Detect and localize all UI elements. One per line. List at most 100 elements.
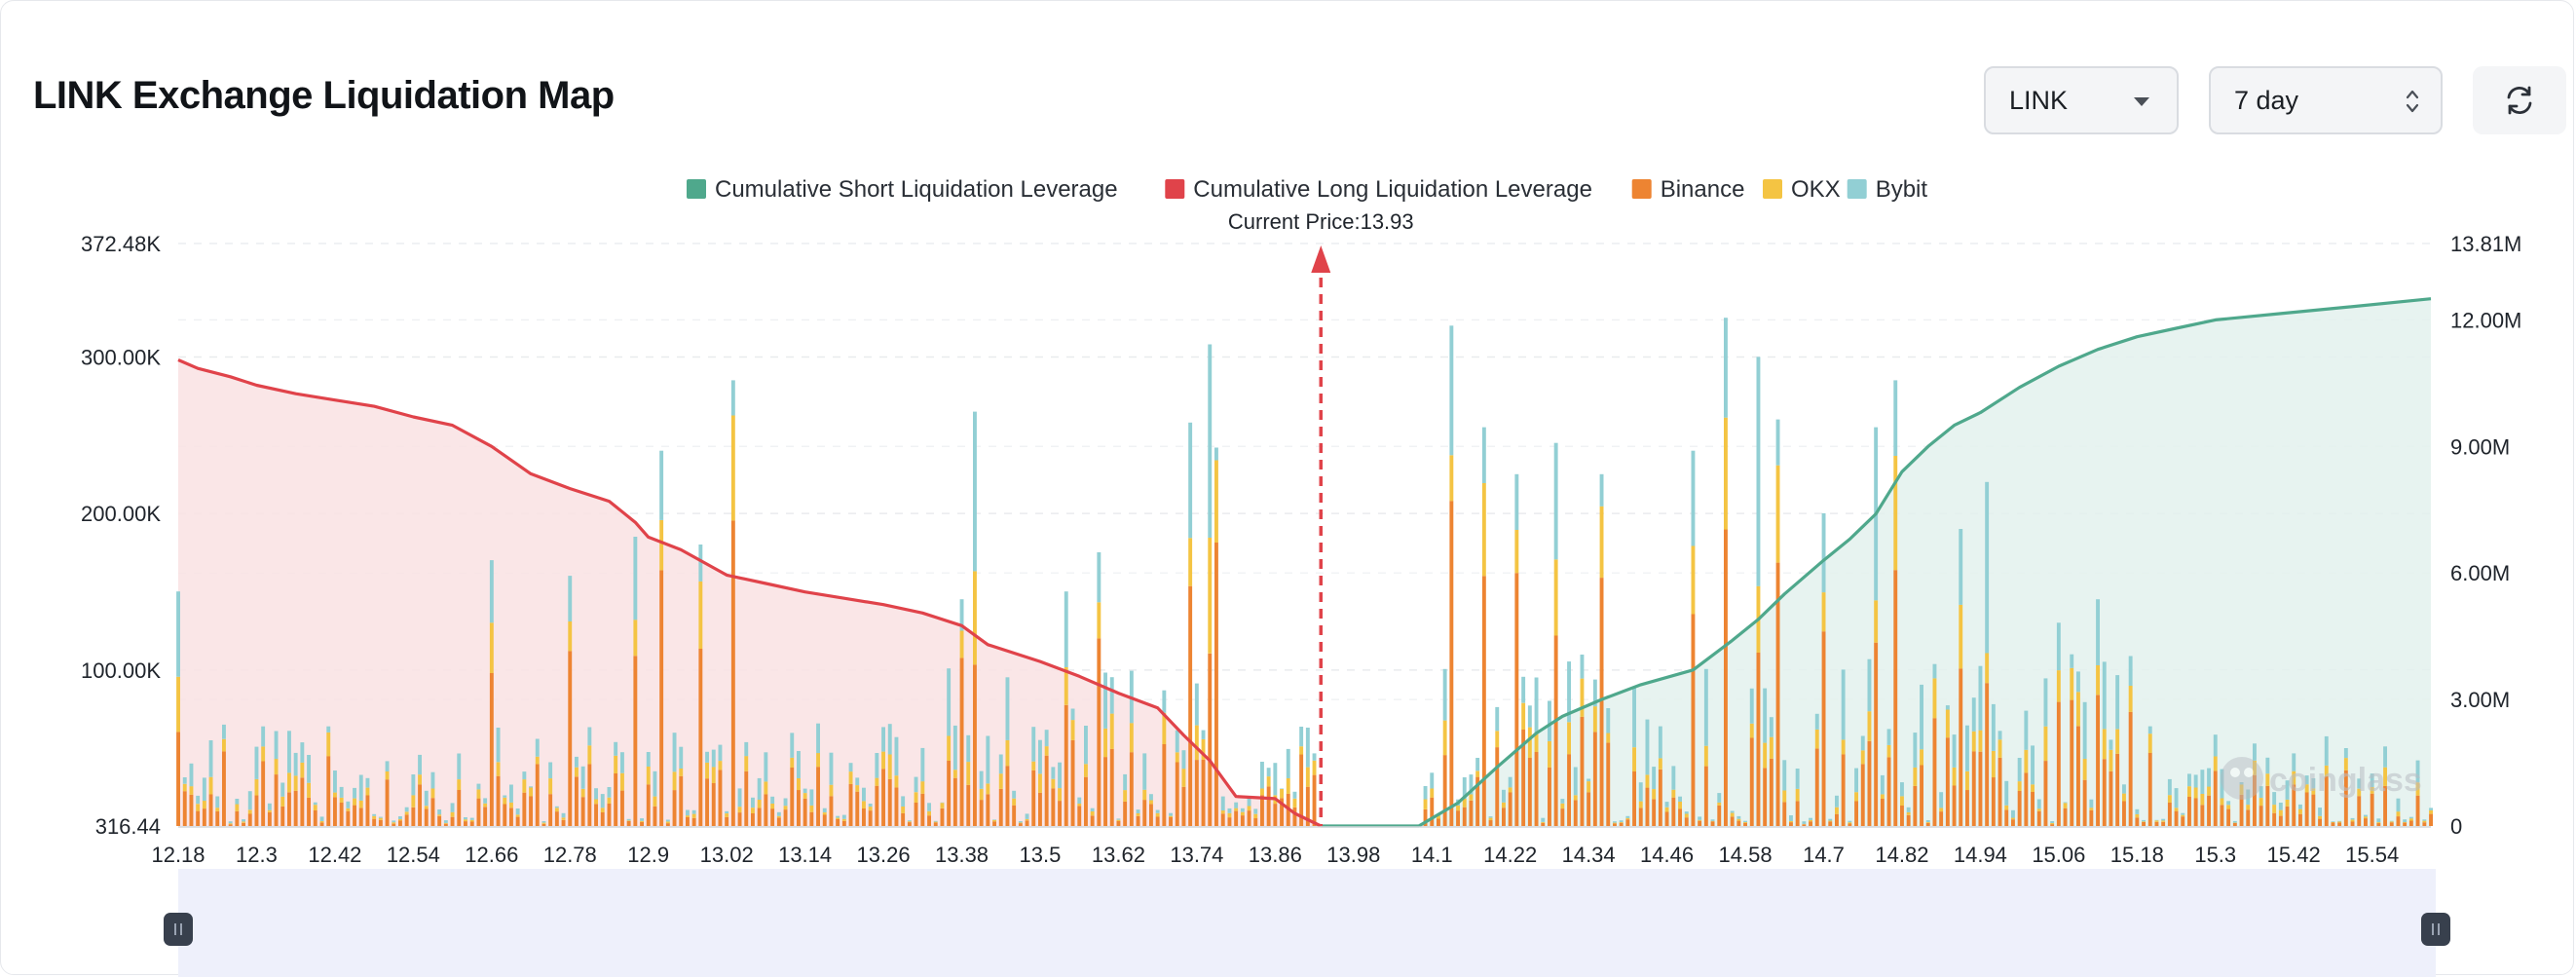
- bar-okx: [947, 735, 952, 761]
- bar-okx: [522, 779, 527, 793]
- bar-okx: [430, 788, 435, 799]
- bar-okx: [2036, 808, 2041, 811]
- legend-item[interactable]: Cumulative Short Liquidation Leverage: [687, 176, 1118, 203]
- zoom-handle-right[interactable]: [2421, 913, 2450, 946]
- bar-okx: [443, 822, 448, 824]
- bar-binance: [541, 823, 546, 826]
- x-tick-label: 12.3: [236, 843, 278, 867]
- bar-binance: [2154, 821, 2159, 826]
- bar-okx: [261, 746, 266, 762]
- bar-binance: [992, 821, 996, 826]
- bar-bybit: [1188, 422, 1193, 539]
- bar-binance: [228, 824, 233, 826]
- bar-binance: [202, 808, 206, 826]
- bar-okx: [822, 812, 827, 815]
- bar-bybit: [705, 751, 709, 763]
- bar-okx: [353, 798, 356, 806]
- zoom-handle-left[interactable]: [164, 913, 193, 946]
- bar-okx: [920, 781, 925, 794]
- bar-okx: [1534, 733, 1539, 752]
- coin-select[interactable]: LINK: [1984, 66, 2179, 134]
- bar-bybit: [1521, 676, 1526, 703]
- range-select[interactable]: 7 day: [2209, 66, 2443, 134]
- bar-binance: [757, 808, 762, 826]
- bar-bybit: [1906, 807, 1911, 812]
- bar-okx: [2383, 767, 2387, 786]
- bar-binance: [751, 812, 755, 826]
- bar-okx: [626, 820, 631, 821]
- bar-bybit: [346, 801, 351, 808]
- bar-binance: [2142, 822, 2146, 826]
- bar-bybit: [424, 790, 429, 807]
- bar-okx: [1064, 666, 1068, 705]
- bar-binance: [679, 775, 684, 826]
- bar-okx: [744, 756, 749, 771]
- x-tick-label: 13.5: [1020, 843, 1062, 867]
- bar-bybit: [235, 799, 240, 805]
- bar-binance: [1710, 821, 1715, 826]
- bar-bybit: [2422, 819, 2427, 821]
- legend-item[interactable]: Bybit: [1847, 176, 1928, 203]
- bar-binance: [1906, 814, 1911, 826]
- bar-okx: [307, 782, 311, 798]
- bar-binance: [242, 822, 245, 826]
- long-cumulative-area: [178, 359, 1322, 826]
- bar-binance: [686, 817, 690, 826]
- bar-okx: [215, 808, 220, 811]
- legend-item[interactable]: OKX: [1763, 176, 1841, 203]
- bar-bybit: [1625, 815, 1630, 818]
- bar-binance: [1619, 822, 1624, 826]
- bar-binance: [267, 811, 272, 826]
- bar-okx: [776, 815, 781, 818]
- bar-okx: [679, 768, 684, 776]
- bar-bybit: [881, 727, 885, 752]
- bar-binance: [1867, 740, 1872, 826]
- bar-okx: [1214, 460, 1218, 543]
- bar-bybit: [196, 795, 201, 805]
- bar-okx: [1090, 811, 1095, 816]
- bar-okx: [333, 792, 337, 798]
- bar-binance: [1475, 776, 1480, 826]
- bar-bybit: [2253, 743, 2257, 761]
- bar-okx: [437, 814, 442, 816]
- x-tick-label: 15.42: [2267, 843, 2321, 867]
- bar-okx: [2292, 770, 2296, 785]
- bar-binance: [1939, 811, 1944, 826]
- bar-okx: [358, 800, 363, 808]
- zoom-range-area[interactable]: [178, 869, 2436, 977]
- bar-okx: [2318, 815, 2322, 819]
- x-tick-label: 14.22: [1483, 843, 1537, 867]
- bar-binance: [2122, 801, 2126, 826]
- bar-bybit: [829, 752, 834, 785]
- bar-bybit: [515, 808, 520, 815]
- bar-bybit: [1018, 821, 1023, 823]
- bar-binance: [1736, 820, 1741, 826]
- bar-okx: [1116, 819, 1121, 821]
- bar-bybit: [1599, 473, 1604, 507]
- legend-item[interactable]: Cumulative Long Liquidation Leverage: [1165, 176, 1592, 203]
- bar-bybit: [2017, 758, 2022, 782]
- bar-okx: [1991, 751, 1996, 778]
- bar-binance: [280, 806, 285, 826]
- bar-okx: [952, 770, 957, 778]
- bar-bybit: [1560, 799, 1565, 804]
- legend-item[interactable]: Binance: [1631, 176, 1745, 203]
- bar-okx: [1613, 822, 1617, 824]
- bar-binance: [730, 520, 735, 826]
- bar-binance: [1841, 754, 1846, 826]
- bar-bybit: [2265, 757, 2270, 774]
- refresh-button[interactable]: [2473, 66, 2566, 134]
- bar-binance: [358, 808, 363, 826]
- bar-binance: [2056, 701, 2061, 826]
- bar-bybit: [947, 668, 952, 736]
- bar-okx: [274, 759, 279, 774]
- bar-okx: [1541, 822, 1546, 823]
- bar-binance: [333, 797, 337, 826]
- bar-okx: [1109, 713, 1114, 749]
- bar-binance: [411, 807, 416, 826]
- bar-binance: [2024, 772, 2029, 826]
- bar-binance: [841, 820, 846, 826]
- bar-bybit: [776, 811, 781, 816]
- legend-swatch: [687, 179, 706, 199]
- bar-okx: [803, 793, 807, 799]
